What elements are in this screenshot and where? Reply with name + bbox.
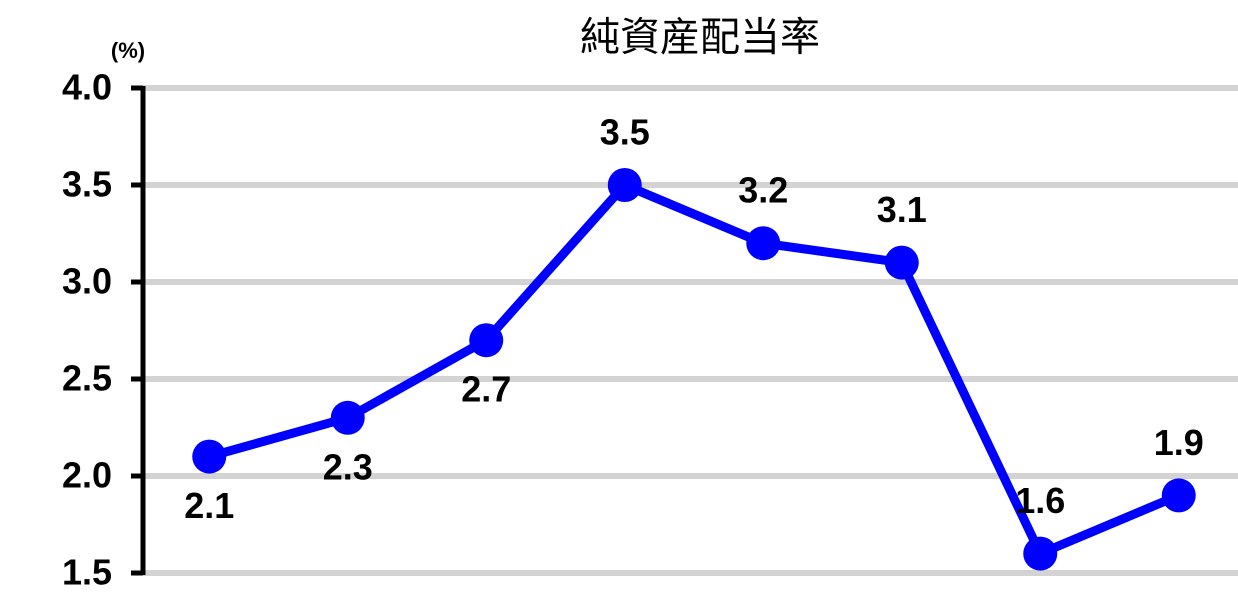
y-axis-label: (%) (111, 38, 145, 63)
y-tick-label: 4.0 (62, 67, 112, 108)
data-label: 2.3 (323, 446, 373, 487)
marker (469, 323, 504, 358)
data-label: 3.2 (738, 170, 788, 211)
marker (884, 245, 919, 280)
y-tick-label: 3.5 (62, 164, 112, 205)
data-label: 1.9 (1154, 422, 1204, 463)
chart-title: 純資産配当率 (580, 16, 820, 60)
marker (330, 400, 365, 435)
line (208, 180, 1181, 559)
marker (1023, 536, 1058, 571)
data-label: 1.6 (1015, 480, 1065, 521)
data-label: 2.7 (461, 369, 511, 410)
data-label: 3.1 (877, 189, 927, 230)
marker (746, 226, 781, 261)
marker (607, 168, 642, 202)
marker (192, 439, 227, 474)
data-label: 2.1 (184, 485, 234, 526)
y-tick-label: 3.0 (62, 261, 112, 302)
data-label: 3.5 (600, 112, 650, 153)
y-tick-label: 2.5 (62, 358, 112, 399)
y-tick-label: 1.5 (62, 552, 112, 593)
marker (1161, 478, 1196, 513)
y-tick-label: 2.0 (62, 455, 112, 496)
